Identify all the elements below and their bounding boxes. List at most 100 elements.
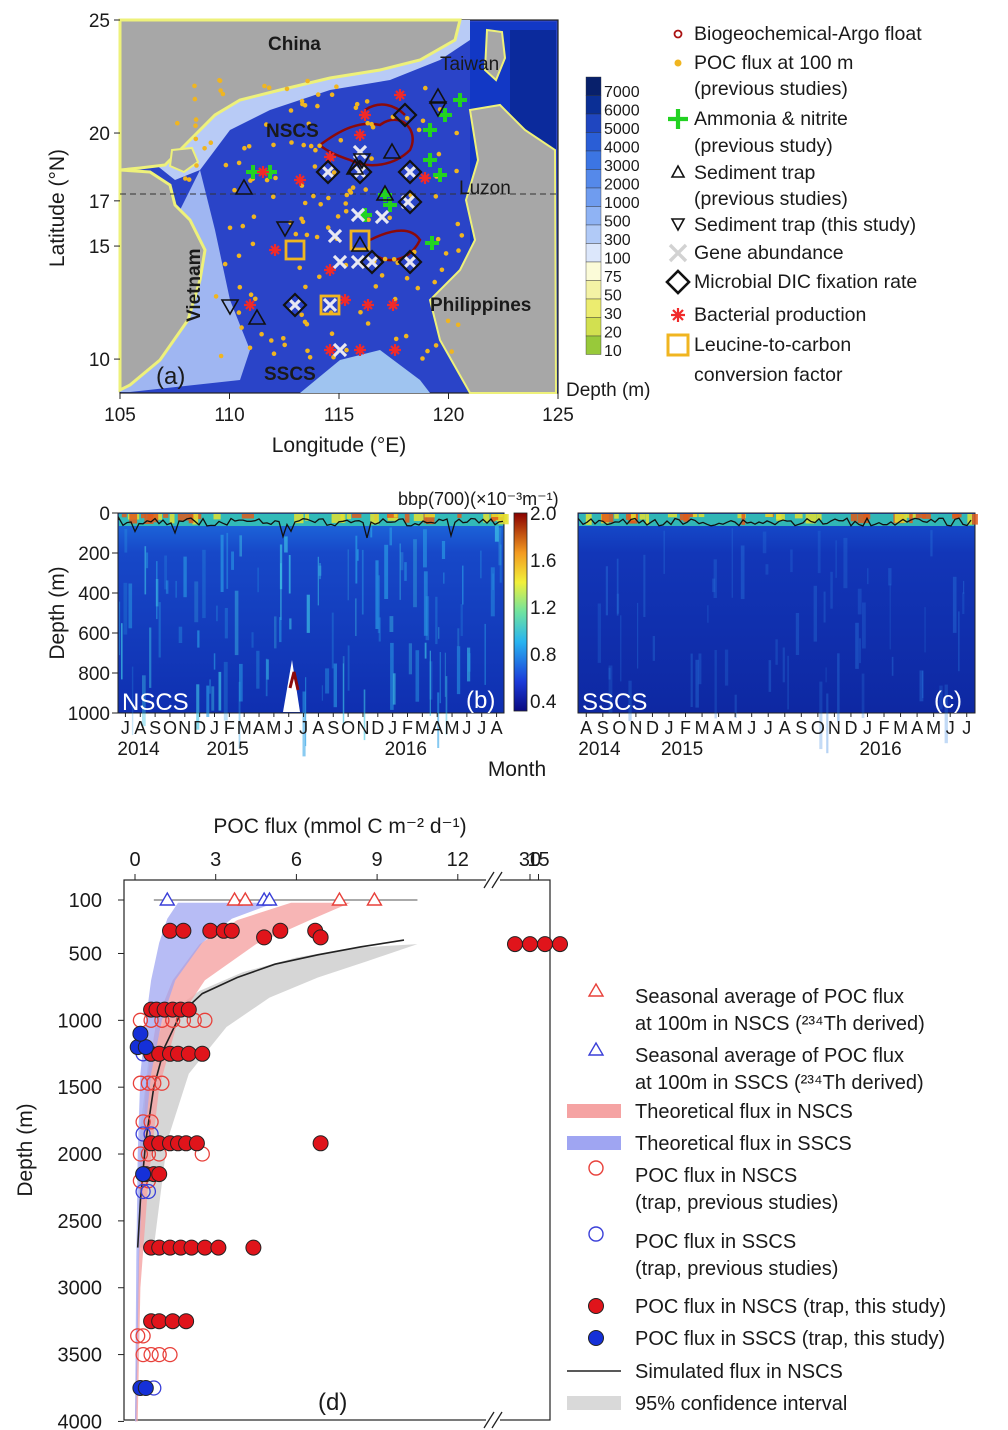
depth-scale-label: 3000 (604, 158, 640, 175)
bbp-streak (441, 541, 446, 559)
trap-up-tri (247, 308, 267, 325)
bbp-streak (867, 568, 869, 585)
month-label: N (356, 718, 369, 738)
map-legend-label: (previous studies) (694, 188, 848, 210)
surface-patch (426, 514, 435, 525)
surface-patch (585, 514, 592, 525)
poc-dot (363, 187, 369, 192)
bbp-streak (342, 663, 344, 728)
map-legend-label: Sediment trap (694, 162, 816, 184)
bacterial-star (339, 294, 351, 306)
poc-dot (218, 353, 224, 359)
panel-c-label: (c) (934, 687, 962, 714)
legend-filled-circle-icon (588, 1330, 604, 1346)
d-ytick-label: 2000 (58, 1144, 103, 1166)
panel-d-label: (d) (318, 1389, 347, 1416)
surface-patch (498, 514, 509, 525)
poc-dot (435, 236, 441, 242)
surface-patch (483, 514, 490, 523)
surface-patch (765, 514, 773, 517)
bbp-streak (616, 558, 619, 616)
bbp-streak (124, 529, 128, 553)
poc-dot (439, 267, 445, 273)
bbp-streak (265, 658, 268, 697)
bbp-streak (862, 602, 866, 649)
bbp-streak (197, 630, 200, 648)
bbp-streak (690, 653, 693, 707)
bbp-streak (740, 545, 745, 600)
month-label: M (237, 718, 252, 738)
poc-dot (308, 143, 314, 149)
panel-a-map: China Taiwan Luzon Philippines NSCS SSCS… (46, 11, 922, 457)
bbp-streak (266, 659, 269, 680)
poc-dot (227, 225, 233, 231)
d-ytick-label: 4000 (58, 1411, 103, 1430)
bbp-streak (456, 646, 461, 695)
poc-dot (315, 103, 320, 109)
bbp-streak (608, 665, 613, 713)
poc-dot (236, 310, 242, 315)
bbp-streak (795, 613, 800, 655)
poc-dot (393, 336, 399, 342)
month-label: S (795, 718, 807, 738)
bbp-streak (238, 681, 241, 749)
bbp-streak (194, 581, 199, 623)
poc-dot (387, 215, 393, 221)
flux-point (151, 1313, 168, 1330)
month-label: M (445, 718, 460, 738)
bbp-streak (355, 535, 358, 584)
poc-dot (312, 164, 318, 169)
legend-triangle-icon (587, 1041, 605, 1056)
poc-dot (404, 116, 410, 121)
bbp-streak (413, 539, 417, 608)
month-label: M (926, 718, 941, 738)
bc-ytick-label: 400 (78, 584, 110, 605)
bbp-streak (713, 559, 717, 598)
month-label: M (266, 718, 281, 738)
bbp-streak (457, 628, 460, 647)
depth-scale-title: Depth (m) (566, 380, 650, 401)
month-label: J (299, 718, 308, 738)
month-label: D (844, 718, 857, 738)
poc-dot (455, 322, 461, 328)
flux-point (135, 1346, 151, 1363)
map-legend-label: POC flux at 100 m (694, 52, 853, 74)
d-ytick-label: 1500 (58, 1077, 103, 1099)
bbp-streak (919, 670, 924, 702)
poc-dot (343, 201, 349, 206)
poc-dot (242, 145, 247, 151)
bbp-streak (637, 602, 639, 669)
bbp-streak (128, 583, 133, 629)
flux-point (137, 1380, 154, 1396)
bbp-streak (698, 653, 702, 685)
bbp-streak (597, 603, 601, 663)
gene-cross (287, 297, 303, 313)
bbp-streak (467, 647, 471, 682)
bbp-streak (825, 667, 827, 683)
bbp-colorbar-title: bbp(700)(×10⁻³m⁻¹) (398, 489, 559, 509)
bbp-streak (835, 540, 837, 578)
trap-down-tri (352, 153, 372, 170)
depth-swatch (585, 150, 602, 170)
poc-dot (432, 279, 438, 285)
panel-d-bands (135, 902, 418, 1422)
poc-dot (301, 142, 307, 148)
poc-dot (318, 202, 324, 207)
seasonal-triangle (237, 891, 254, 906)
month-label: D (193, 718, 206, 738)
legend-filled-circle-icon (588, 1298, 604, 1314)
gene-cross (350, 207, 366, 223)
bacterial-star (387, 299, 399, 311)
flux-point (151, 1166, 168, 1183)
bbp-streak (652, 636, 655, 661)
poc-dot (250, 241, 256, 247)
poc-dot (311, 193, 316, 199)
poc-dot (423, 85, 428, 91)
flux-point (507, 936, 523, 953)
bbp-streak (494, 525, 499, 542)
ammonia-plus (423, 153, 437, 167)
depth-scale-label: 500 (604, 214, 631, 231)
depth-swatch (585, 113, 602, 133)
month-label: A (911, 718, 923, 738)
poc-dot (329, 92, 335, 97)
